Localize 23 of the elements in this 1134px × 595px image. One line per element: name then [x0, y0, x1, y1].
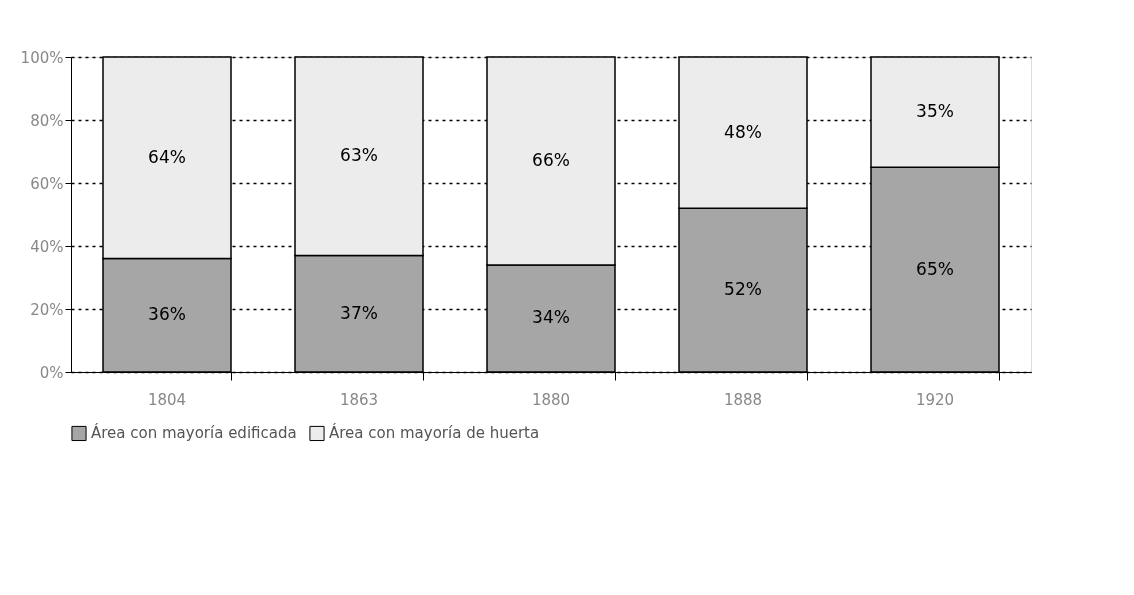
text: 35%: [916, 101, 954, 122]
text: 34%: [532, 307, 570, 328]
y-tick-label: 0%: [39, 363, 64, 382]
y-tick-label: 80%: [30, 111, 64, 130]
x-tick-label: 1920: [915, 390, 955, 409]
text: 52%: [724, 279, 762, 300]
y-tick-label: 100%: [20, 48, 64, 67]
y-tick-label: 20%: [30, 300, 64, 319]
text: 65%: [916, 258, 954, 279]
text: 63%: [340, 145, 378, 166]
text: 64%: [148, 146, 186, 167]
text: 48%: [724, 121, 762, 142]
x-tick-label: 1804: [147, 390, 187, 409]
x-tick-label: 1863: [339, 390, 379, 409]
y-tick-label: 40%: [30, 237, 64, 256]
text: 36%: [148, 304, 186, 325]
text: 37%: [340, 302, 378, 323]
x-tick-label: 1880: [531, 390, 571, 409]
legend-label: Área con mayoría edificada: [91, 423, 297, 443]
x-tick-label: 1888: [723, 390, 763, 409]
text: 66%: [532, 149, 570, 170]
legend-label: Área con mayoría de huerta: [329, 423, 540, 443]
y-tick-label: 60%: [30, 174, 64, 193]
